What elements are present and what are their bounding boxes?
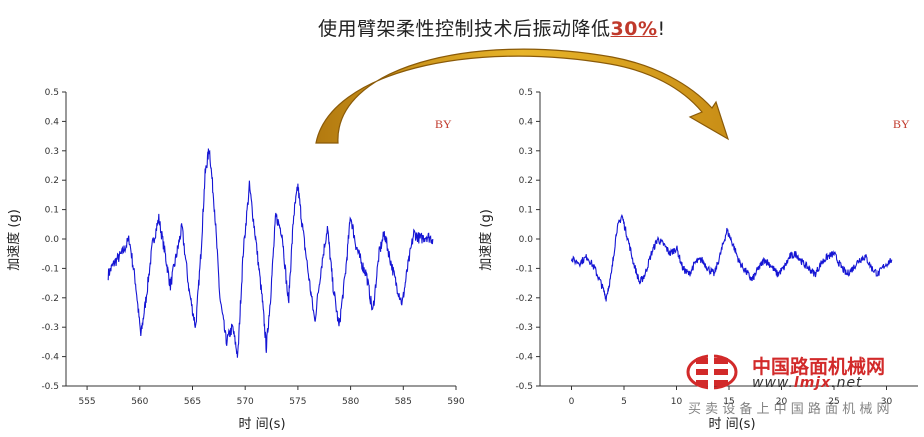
x-tick-label: 570 (237, 397, 254, 407)
chart-left-before: -0.5 -0.4 -0.3 -0.2 -0.1 0.0 0.1 0.2 0.3 0.4 0.5 5… (6, 88, 465, 432)
y-tick-label: 0.5 (45, 88, 59, 98)
x-axis-left-chart: 555 560 565 570 575 580 585 590 (78, 386, 465, 407)
y-tick-label: 0.3 (519, 147, 533, 157)
watermark-url-domain: lmjx (793, 375, 832, 391)
y-tick-label: 0.3 (45, 147, 59, 157)
cm-logo-icon (686, 354, 738, 390)
watermark-site-name: 中国路面机械网 (752, 356, 886, 378)
x-tick-label: 5 (621, 397, 627, 407)
x-tick-label: 25 (828, 397, 839, 407)
series-tag-by-right: BY (893, 117, 910, 131)
y-tick-label: 0.2 (519, 176, 533, 186)
x-tick-label: 580 (342, 397, 359, 407)
y-axis-left-chart: -0.5 -0.4 -0.3 -0.2 -0.1 0.0 0.1 0.2 0.3 0.4 0.5 (41, 88, 66, 392)
y-tick-label: 0.0 (519, 235, 534, 245)
watermark-slogan: 买 卖 设 备 上 中 国 路 面 机 械 网 (688, 402, 890, 417)
watermark-url-suffix: .net (831, 375, 863, 391)
x-tick-label: 10 (671, 397, 683, 407)
y-tick-label: 0.5 (519, 88, 533, 98)
x-tick-label: 30 (881, 397, 893, 407)
y-tick-label: -0.3 (515, 323, 533, 333)
curved-arrow-icon (315, 48, 730, 144)
x-axis-label-right: 时 间(s) (708, 417, 755, 432)
x-tick-label: 555 (78, 397, 95, 407)
y-tick-label: -0.3 (41, 323, 59, 333)
y-tick-label: 0.4 (519, 117, 534, 127)
x-tick-label: 0 (569, 397, 575, 407)
y-tick-label: -0.1 (515, 264, 533, 274)
page-title: 使用臂架柔性控制技术后振动降低30%! (318, 14, 666, 41)
x-tick-label: 560 (131, 397, 148, 407)
y-axis-label-right: 加速度 (g) (478, 209, 494, 271)
x-tick-label: 15 (723, 397, 734, 407)
x-axis-right-chart: 0 5 10 15 20 25 30 (569, 386, 893, 407)
y-tick-label: -0.4 (515, 353, 533, 363)
y-axis-label-left: 加速度 (g) (6, 209, 22, 271)
y-tick-label: 0.2 (45, 176, 59, 186)
vibration-series-before (107, 148, 434, 358)
y-tick-label: -0.5 (515, 382, 533, 392)
y-tick-label: 0.1 (519, 206, 533, 216)
series-tag-by-left: BY (435, 117, 452, 131)
y-tick-label: 0.4 (45, 117, 60, 127)
x-tick-label: 590 (447, 397, 464, 407)
headline-text: 使用臂架柔性控制技术后振动降低 (318, 18, 611, 40)
vibration-series-after (570, 214, 893, 302)
x-tick-label: 20 (776, 397, 788, 407)
chart-right-after: -0.5 -0.4 -0.3 -0.2 -0.1 0.0 0.1 0.2 0.3 0.4 0.5 0… (478, 88, 918, 432)
y-tick-label: -0.4 (41, 353, 59, 363)
y-tick-label: -0.5 (41, 382, 59, 392)
x-tick-label: 565 (184, 397, 201, 407)
y-tick-label: -0.1 (41, 264, 59, 274)
y-axis-right-chart: -0.5 -0.4 -0.3 -0.2 -0.1 0.0 0.1 0.2 0.3 0.4 0.5 (515, 88, 540, 392)
y-tick-label: 0.1 (45, 206, 59, 216)
watermark-url-prefix: www. (752, 375, 794, 391)
headline-tail: ! (657, 18, 666, 40)
watermark-url: www.lmjx.net (752, 375, 863, 391)
y-tick-label: -0.2 (515, 294, 533, 304)
x-tick-label: 575 (289, 397, 306, 407)
x-axis-label-left: 时 间(s) (238, 417, 285, 432)
y-tick-label: -0.2 (41, 294, 59, 304)
y-tick-label: 0.0 (45, 235, 60, 245)
x-tick-label: 585 (395, 397, 412, 407)
reduction-percent: 30% (610, 18, 658, 40)
